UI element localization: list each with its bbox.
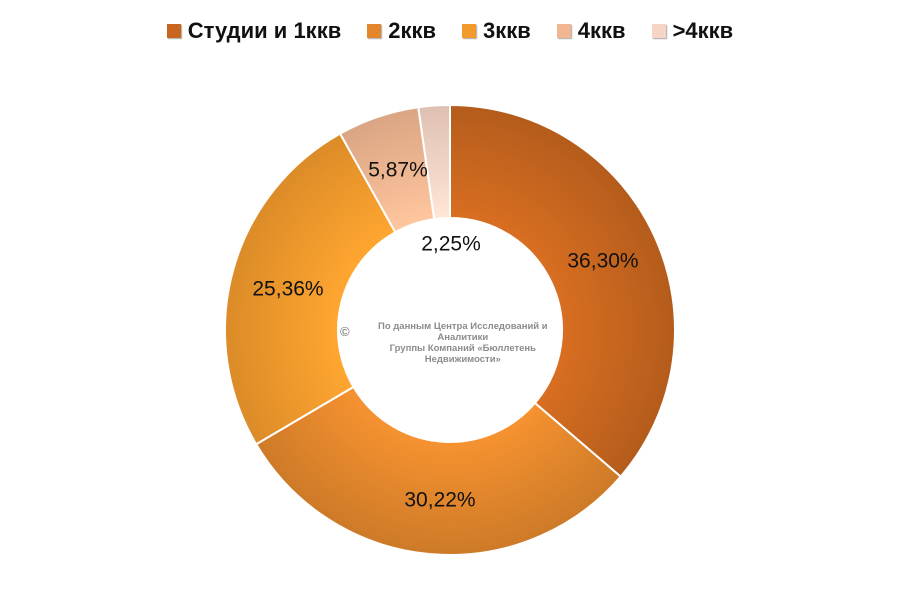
watermark-line-2: Группы Компаний «Бюллетень Недвижимости» <box>389 343 536 365</box>
legend-item: 4ккв <box>556 18 626 44</box>
slice-label: 5,87% <box>368 159 428 182</box>
legend-swatch <box>556 24 571 38</box>
donut-slice <box>417 103 451 221</box>
donut-slice <box>224 132 397 446</box>
legend-label: 4ккв <box>577 18 626 43</box>
legend-label: >4ккв <box>672 18 734 43</box>
legend-item: >4ккв <box>651 18 734 44</box>
legend-label: Студии и 1ккв <box>187 18 342 43</box>
legend-swatch <box>166 24 181 38</box>
donut-slices <box>224 103 676 556</box>
donut-labels: 36,30% 30,22% 25,36% 5,87% 2,25% <box>252 159 638 512</box>
donut-slice <box>449 103 676 479</box>
slice-label: 36,30% <box>567 250 638 273</box>
legend-swatch <box>651 24 666 38</box>
legend-swatch <box>462 24 477 38</box>
watermark-line-1: По данным Центра Исследований и Аналитик… <box>377 321 548 343</box>
donut-slice <box>254 385 623 556</box>
legend-item: 2ккв <box>367 18 436 44</box>
legend-item: 3ккв <box>462 18 531 44</box>
slice-label: 25,36% <box>252 278 323 301</box>
copyright-symbol: © <box>340 324 350 339</box>
legend-swatch <box>367 24 382 38</box>
slice-label: 2,25% <box>421 233 481 256</box>
watermark-text: По данным Центра Исследований и Аналитик… <box>356 321 570 365</box>
legend-label: 2ккв <box>388 18 437 43</box>
legend-label: 3ккв <box>483 18 531 43</box>
legend-item: Студии и 1ккв <box>166 18 342 44</box>
chart-legend: Студии и 1ккв 2ккв 3ккв 4ккв >4ккв <box>0 18 900 44</box>
source-watermark: © По данным Центра Исследований и Аналит… <box>340 321 570 365</box>
slice-label: 30,22% <box>404 489 475 512</box>
